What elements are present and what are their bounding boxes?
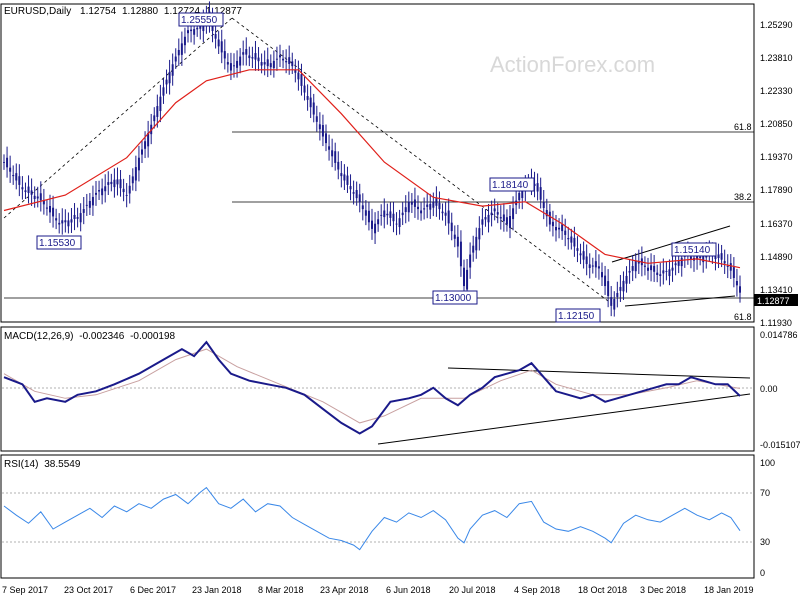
x-tick-label: 18 Oct 2018 [578, 585, 627, 595]
rsi-header: RSI(14) 38.5549 [4, 459, 81, 470]
price-tick-label: 1.11930 [760, 318, 792, 328]
macd-lower-trendline [377, 393, 751, 445]
ohlc-low: 1.12724 [164, 6, 201, 17]
level-label-box [178, 12, 224, 27]
level-label-box [36, 235, 82, 250]
x-tick-label: 6 Dec 2017 [130, 585, 176, 595]
rsi-title: RSI(14) [4, 459, 38, 470]
price-y-axis: 1.25290 1.23810 1.22330 1.20850 1.19370 … [760, 20, 793, 328]
rsi-panel-frame [0, 454, 755, 579]
x-tick-label: 7 Sep 2017 [2, 585, 48, 595]
rsi-tick-label: 70 [760, 488, 770, 498]
x-tick-label: 20 Jul 2018 [449, 585, 496, 595]
price-panel-frame [0, 3, 755, 323]
header-sep: , [46, 6, 49, 17]
macd-title: MACD(12,26,9) [4, 331, 73, 342]
level-label-box [671, 242, 717, 257]
ohlc-open: 1.12754 [80, 6, 117, 17]
price-tick-label: 1.16370 [760, 219, 793, 229]
triangle-upper-line [611, 225, 731, 263]
x-tick-label: 8 Mar 2018 [258, 585, 304, 595]
price-tick-label: 1.23810 [760, 53, 793, 63]
macd-upper-trendline [447, 367, 751, 379]
moving-average-line [3, 69, 741, 269]
price-tick-label: 1.25290 [760, 20, 793, 30]
candle-series [3, 1, 741, 317]
macd-tick-label: 0.014786 [760, 330, 798, 340]
fib-label: 61.8 [734, 312, 752, 322]
level-label: 1.15140 [674, 245, 711, 256]
macd-panel-frame [0, 326, 755, 452]
level-label-box [432, 290, 478, 305]
dashed-trendline-up [3, 17, 233, 219]
macd-tick-label: 0.00 [760, 384, 778, 394]
macd-signal-line [3, 348, 741, 424]
level-label: 1.12150 [558, 311, 595, 322]
price-tick-label: 1.17890 [760, 185, 793, 195]
macd-value-1: -0.002346 [79, 331, 124, 342]
macd-header: MACD(12,26,9) -0.002346 -0.000198 [4, 331, 176, 342]
level-label-box [555, 308, 601, 323]
price-tick-label: 1.13410 [760, 285, 793, 295]
triangle-lower-line [624, 295, 736, 307]
last-price-box [754, 294, 798, 306]
price-tick-label: 1.19370 [760, 152, 793, 162]
macd-tick-label: -0.015107 [760, 440, 800, 450]
level-label: 1.13000 [435, 293, 472, 304]
x-tick-label: 4 Sep 2018 [514, 585, 560, 595]
x-tick-label: 6 Jun 2018 [386, 585, 431, 595]
price-header: EURUSD,Daily 1.12754 1.12880 1.12724 1.1… [4, 6, 242, 17]
price-tick-label: 1.22330 [760, 86, 793, 96]
level-label: 1.15530 [39, 238, 76, 249]
rsi-tick-label: 100 [760, 458, 775, 468]
macd-line [3, 340, 741, 435]
x-tick-label: 3 Dec 2018 [640, 585, 686, 595]
ohlc-high: 1.12880 [122, 6, 159, 17]
symbol-label: EURUSD [4, 6, 46, 17]
last-price-label: 1.12877 [757, 296, 790, 306]
level-label: 1.18140 [492, 180, 529, 191]
macd-value-2: -0.000198 [130, 331, 175, 342]
price-tick-label: 1.14890 [760, 252, 793, 262]
level-label-box [489, 177, 535, 192]
x-tick-label: 23 Oct 2017 [64, 585, 113, 595]
fib-label: 38.2 [734, 192, 752, 202]
watermark-text: ActionForex.com [490, 52, 655, 77]
x-tick-label: 18 Jan 2019 [704, 585, 754, 595]
ohlc-close: 1.12877 [206, 6, 243, 17]
x-tick-label: 23 Jan 2018 [192, 585, 242, 595]
level-label: 1.25550 [181, 15, 218, 26]
fib-label: 61.8 [734, 122, 752, 132]
rsi-line [3, 486, 741, 551]
x-tick-label: 23 Apr 2018 [320, 585, 369, 595]
rsi-tick-label: 0 [760, 568, 765, 578]
timeframe-label: Daily [49, 6, 71, 17]
rsi-value: 38.5549 [44, 459, 81, 470]
level-labels: 1.25550 1.15530 1.18140 1.13000 1.12150 … [36, 12, 717, 323]
x-axis: 7 Sep 2017 23 Oct 2017 6 Dec 2017 23 Jan… [2, 585, 754, 595]
rsi-tick-label: 30 [760, 537, 770, 547]
price-tick-label: 1.20850 [760, 119, 793, 129]
